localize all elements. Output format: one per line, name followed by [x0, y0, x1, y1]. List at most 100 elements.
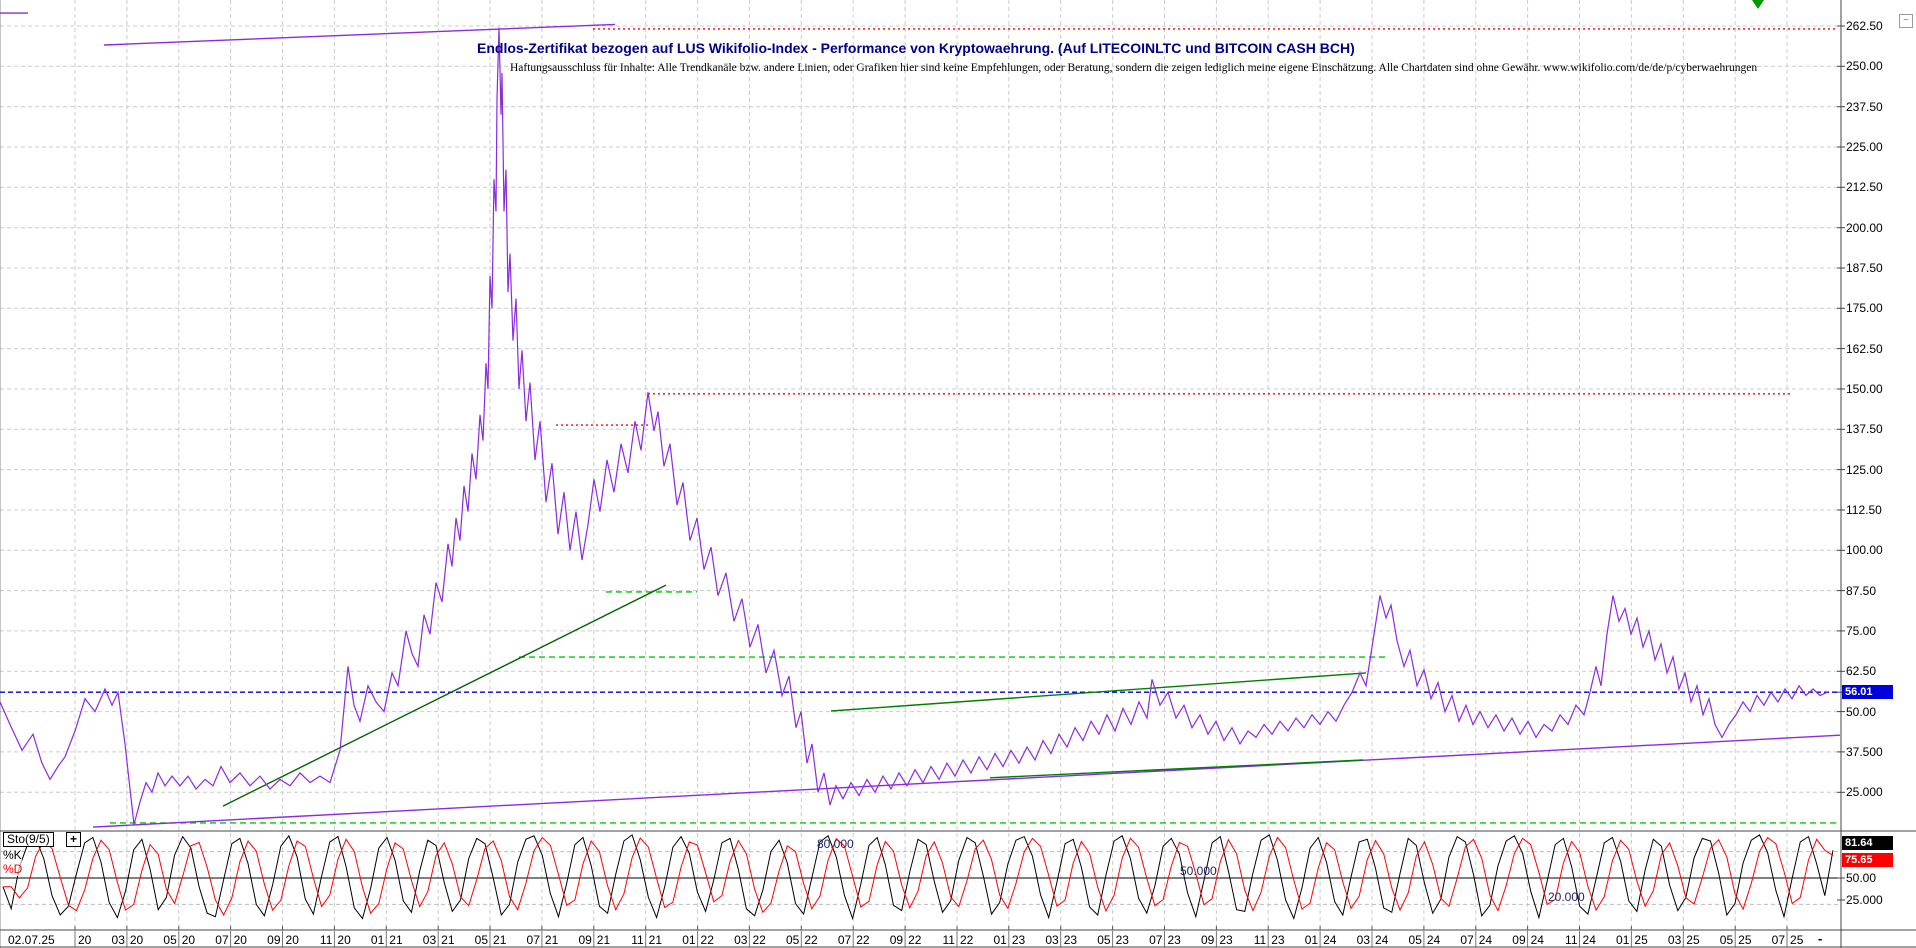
add-indicator-button[interactable]: + — [66, 832, 81, 847]
level-20-label: 20.000 — [1548, 890, 1585, 904]
x-axis-label-year: 23 — [1011, 933, 1026, 947]
x-axis-label-month: 03 — [111, 933, 125, 947]
y-axis-label: 150.00 — [1846, 381, 1883, 396]
x-axis-label-month: 03 — [1667, 933, 1682, 947]
y-axis-label: 212.50 — [1846, 180, 1883, 195]
x-axis-label-year: 23 — [1063, 933, 1078, 947]
x-axis-label-month: 03 — [1356, 933, 1370, 947]
x-axis-label-year: 25 — [1634, 933, 1648, 947]
x-axis-label-month: 05 — [785, 933, 800, 947]
x-axis-label-year: 20 — [181, 933, 196, 947]
level-80-label: 80.000 — [817, 837, 854, 851]
y-axis-label: 62.50 — [1846, 664, 1877, 679]
y-axis-label: 200.00 — [1846, 220, 1883, 235]
x-axis-label-year: 21 — [389, 933, 403, 947]
x-axis-label-year: 22 — [959, 933, 974, 947]
x-axis-label-year: 21 — [596, 933, 611, 947]
x-axis-label-month: 09 — [578, 933, 592, 947]
x-axis-label-month: 07 — [1460, 933, 1474, 947]
x-axis-label-month: 05 — [1097, 933, 1111, 947]
x-axis-label-year: 24 — [1375, 933, 1389, 947]
x-axis-label-month: 09 — [1512, 933, 1526, 947]
y-axis-label: 187.50 — [1846, 260, 1883, 275]
stochastic-settings-button[interactable]: Sto(9/5) — [3, 832, 54, 847]
alert-arrow-icon — [1752, 0, 1764, 9]
x-axis-label-month: 11 — [1565, 933, 1578, 947]
x-axis-label-month: 03 — [734, 933, 748, 947]
minimize-button[interactable]: − — [1899, 14, 1913, 28]
y-axis-label: 262.50 — [1846, 19, 1883, 33]
stochastic-k-value-badge: 81.64 — [1842, 836, 1893, 850]
x-axis-label-year: 25 — [1790, 933, 1804, 947]
x-axis-label-month: 07 — [215, 933, 229, 947]
x-axis-label-month: 01 — [1616, 933, 1630, 947]
last-price-badge: 56.01 — [1842, 685, 1893, 699]
y-axis-label: 112.50 — [1846, 502, 1882, 517]
indicator-axis-label: 25.000 — [1846, 893, 1883, 907]
x-axis-label-year: 22 — [908, 933, 922, 947]
x-axis-label-month: 05 — [1408, 933, 1422, 947]
y-axis-label: 25.000 — [1846, 785, 1883, 800]
x-axis-label-year: 24 — [1582, 933, 1596, 947]
x-axis-label-month: 07 — [526, 933, 540, 947]
x-axis-label-year: 22 — [752, 933, 766, 947]
x-axis-label-year: 23 — [1115, 933, 1129, 947]
x-axis-label-year: 21 — [648, 933, 663, 947]
zoom-out-button[interactable]: - — [1818, 931, 1823, 946]
x-axis-label-year: 24 — [1323, 933, 1337, 947]
x-axis-label-month: 09 — [889, 933, 904, 947]
x-axis-label-year: 21 — [441, 933, 455, 947]
y-axis-label: 175.00 — [1846, 301, 1883, 316]
y-axis-label: 125.00 — [1846, 462, 1883, 477]
level-50-label: 50.000 — [1180, 864, 1217, 878]
y-axis-label: 100.00 — [1846, 543, 1883, 558]
x-axis-label-month: 03 — [1045, 933, 1059, 947]
x-axis-label-month: 11 — [942, 933, 955, 947]
x-axis-label-month: 11 — [631, 933, 644, 947]
x-axis-label-year: 20 — [285, 933, 299, 947]
x-axis-label-year: 22 — [804, 933, 818, 947]
x-axis-label-year: 22 — [856, 933, 870, 947]
price-line — [0, 27, 1828, 825]
chart-disclaimer: Haftungsausschluss für Inhalte: Alle Tre… — [510, 62, 1758, 74]
x-axis-label-year: 21 — [544, 933, 559, 947]
chart-title: Endlos-Zertifikat bezogen auf LUS Wikifo… — [477, 40, 1355, 56]
x-axis-label-year: 20 — [78, 933, 92, 947]
x-axis-label-year: 25 — [1686, 933, 1700, 947]
y-axis-label: 50.00 — [1846, 704, 1877, 719]
x-axis-label-month: 03 — [422, 933, 437, 947]
x-axis-label-month: 05 — [474, 933, 489, 947]
y-axis-label: 237.50 — [1846, 99, 1883, 114]
stochastic-d-line — [3, 836, 1834, 917]
x-axis-label-month: 05 — [1719, 933, 1734, 947]
y-axis-label: 37.500 — [1846, 744, 1883, 759]
x-axis-label-month: 01 — [993, 933, 1007, 947]
y-axis-label: 225.00 — [1846, 139, 1883, 154]
stochastic-k-line — [2, 834, 1834, 921]
x-axis-label-year: 20 — [337, 933, 351, 947]
y-axis-label: 162.50 — [1846, 341, 1883, 356]
x-axis-label-year: 22 — [700, 933, 714, 947]
y-axis-label: 137.50 — [1846, 422, 1883, 437]
x-axis-label-month: 11 — [319, 933, 333, 947]
x-axis-label-month: 09 — [267, 933, 281, 947]
y-axis-label: 250.00 — [1846, 59, 1883, 74]
x-axis-label-month: 07 — [1149, 933, 1163, 947]
y-axis-label: 75.00 — [1846, 623, 1877, 638]
x-axis-label-year: 24 — [1426, 933, 1441, 947]
indicator-axis-label: 50.00 — [1846, 871, 1877, 885]
x-axis-label-year: 20 — [233, 933, 247, 947]
k-line-legend: %K — [3, 848, 22, 862]
x-axis-label-year: 23 — [1167, 933, 1181, 947]
x-axis-label-month: 07 — [837, 933, 852, 947]
x-axis-label-year: 25 — [1738, 933, 1752, 947]
x-axis-label-year: 23 — [1219, 933, 1233, 947]
x-axis-label-year: 23 — [1271, 933, 1285, 947]
x-axis-label-year: 24 — [1478, 933, 1493, 947]
x-axis-label-year: 24 — [1530, 933, 1544, 947]
x-axis-label-month: 01 — [1304, 933, 1319, 947]
x-axis-label-month: 05 — [163, 933, 177, 947]
x-axis-label-month: 07 — [1771, 933, 1786, 947]
y-axis-label: 87.50 — [1846, 583, 1877, 598]
